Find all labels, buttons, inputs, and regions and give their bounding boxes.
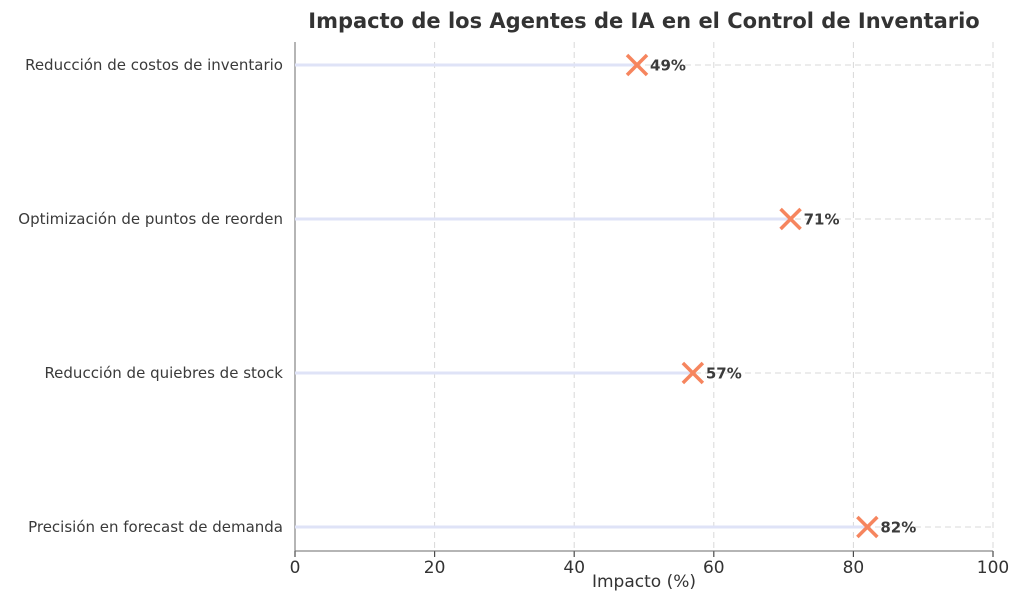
x-tick-label: 100: [977, 558, 1009, 578]
category-label: Reducción de costos de inventario: [25, 56, 283, 74]
x-marker-icon: [856, 515, 879, 539]
chart-title: Impacto de los Agentes de IA en el Contr…: [308, 9, 980, 33]
value-label: 71%: [804, 211, 840, 229]
x-axis-title: Impacto (%): [591, 572, 697, 592]
x-marker-icon: [779, 207, 802, 231]
category-label: Optimización de puntos de reorden: [18, 210, 283, 228]
category-label: Reducción de quiebres de stock: [44, 364, 283, 382]
category-label: Precisión en forecast de demanda: [28, 518, 283, 536]
x-marker-icon: [625, 53, 649, 77]
value-label: 82%: [880, 519, 916, 537]
x-tick-label: 0: [290, 558, 301, 578]
x-tick-label: 80: [843, 558, 865, 578]
x-marker-icon: [681, 361, 705, 385]
value-label: 49%: [650, 57, 686, 75]
x-tick-label: 60: [703, 558, 725, 578]
x-tick-label: 40: [563, 558, 585, 578]
x-tick-label: 20: [424, 558, 446, 578]
value-label: 57%: [706, 365, 742, 383]
